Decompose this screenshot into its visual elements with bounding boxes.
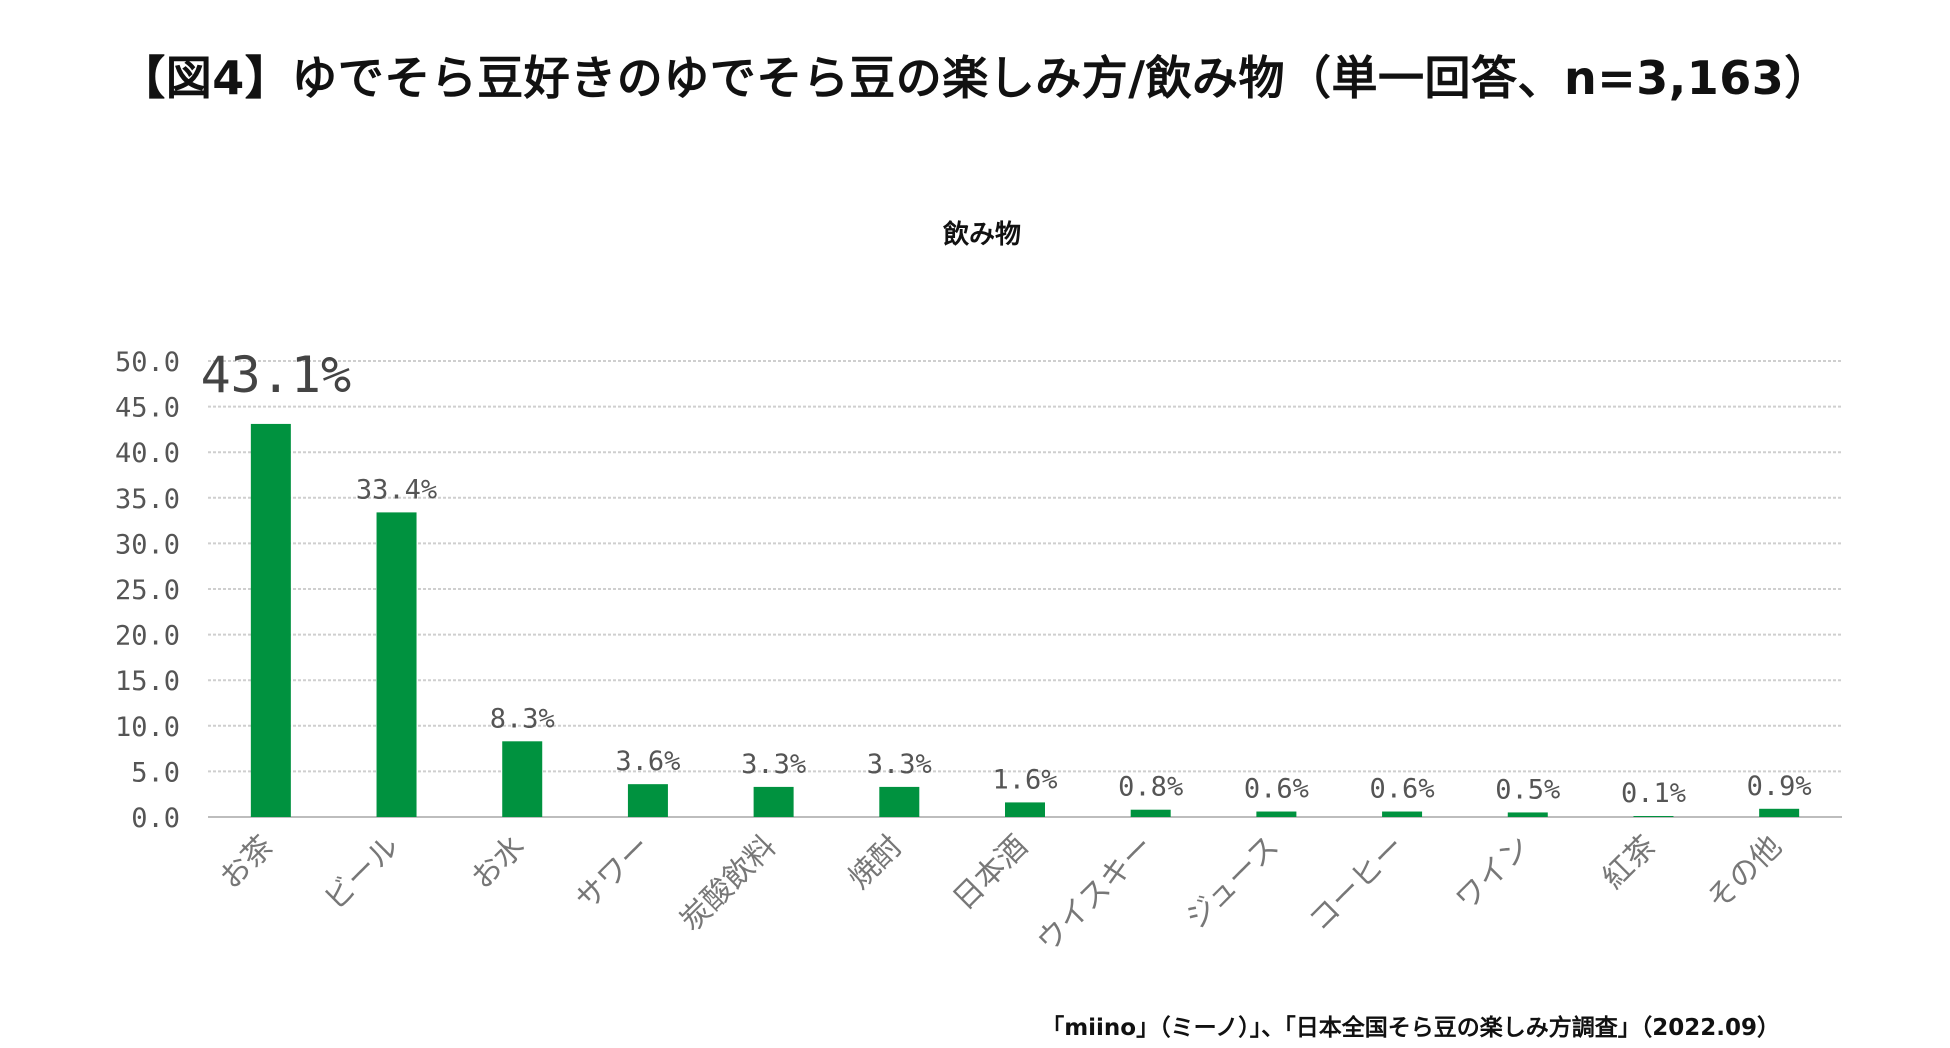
y-tick-label: 40.0 (115, 438, 180, 469)
bar (1382, 811, 1423, 817)
y-tick-label: 30.0 (115, 529, 180, 560)
category-label: ビール (318, 829, 406, 917)
data-label: 33.4% (356, 474, 437, 505)
category-label: コーヒー (1302, 829, 1412, 939)
bar (250, 423, 291, 817)
category-label: ウイスキー (1030, 829, 1160, 959)
y-tick-label: 15.0 (115, 666, 180, 697)
category-label: 炭酸飲料 (674, 829, 784, 939)
data-label: 0.5% (1495, 774, 1560, 805)
data-label: 8.3% (490, 703, 555, 734)
bar (879, 786, 920, 817)
bar (1130, 809, 1171, 817)
data-label: 0.8% (1118, 772, 1183, 803)
y-tick-label: 50.0 (115, 347, 180, 378)
data-label: 3.3% (867, 749, 932, 780)
page-title: 【図4】ゆでそら豆好きのゆでそら豆の楽しみ方/飲み物（単一回答、n=3,163） (119, 51, 1831, 105)
bar (627, 784, 668, 817)
data-label: 1.6% (992, 764, 1057, 795)
data-labels: 43.1% 33.4% 8.3% 3.6% 3.3% 3.3% 1.6% 0.8% 0.6% 0.… (201, 346, 1812, 809)
y-tick-label: 10.0 (115, 712, 180, 743)
category-label: お茶 (213, 829, 280, 896)
bar (1759, 808, 1800, 817)
data-label: 0.9% (1747, 771, 1812, 802)
bars (250, 423, 1800, 817)
bar (1507, 812, 1548, 817)
category-label: 日本酒 (946, 829, 1034, 917)
category-label: 紅茶 (1596, 829, 1663, 896)
data-label: 0.1% (1621, 778, 1686, 809)
y-tick-label: 20.0 (115, 621, 180, 652)
y-axis-ticks: 0.0 5.0 10.0 15.0 20.0 25.0 30.0 35.0 40.0 45.0 50… (115, 347, 180, 834)
bar (376, 512, 417, 817)
category-label: お水 (465, 829, 532, 896)
category-label: 焼酎 (842, 829, 909, 896)
y-tick-label: 45.0 (115, 393, 180, 424)
chart-title: 飲み物 (942, 219, 1021, 250)
source-note: 「miino」（ミーノ）」、「日本全国そら豆の楽しみ方調査」（2022.09） (1041, 1015, 1780, 1041)
y-tick-label: 5.0 (131, 757, 180, 788)
data-label: 3.3% (741, 749, 806, 780)
y-tick-label: 35.0 (115, 484, 180, 515)
category-label: ジュース (1179, 829, 1286, 936)
data-label: 43.1% (201, 346, 352, 404)
bar (1005, 802, 1045, 817)
data-label: 3.6% (615, 746, 680, 777)
data-label: 0.6% (1370, 774, 1435, 805)
gridlines (208, 360, 1842, 818)
data-label: 0.6% (1244, 774, 1309, 805)
category-label: サワー (569, 829, 657, 917)
category-label: ワイン (1449, 829, 1537, 917)
category-label: その他 (1700, 829, 1788, 917)
bar (502, 741, 543, 817)
bar (1633, 816, 1674, 817)
y-tick-label: 0.0 (131, 803, 180, 834)
y-tick-label: 25.0 (115, 575, 180, 606)
bar (1256, 811, 1297, 817)
bar (753, 786, 794, 817)
